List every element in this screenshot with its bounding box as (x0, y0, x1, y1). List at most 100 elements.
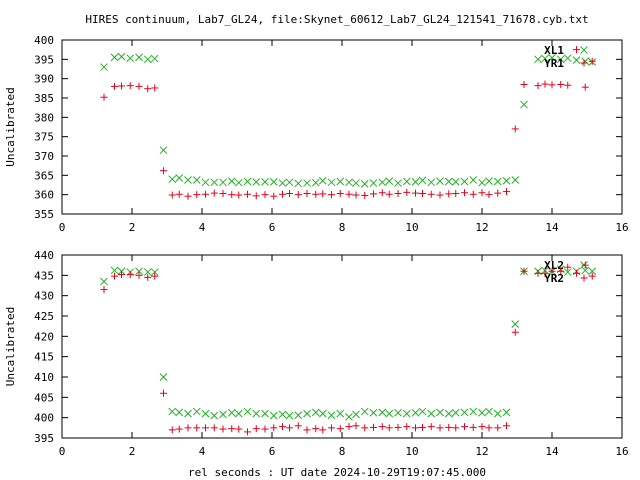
data-point (219, 178, 227, 187)
data-point (345, 423, 353, 431)
data-point (369, 179, 378, 187)
data-point (385, 424, 393, 432)
data-point (394, 190, 402, 198)
data-point (436, 408, 444, 417)
x-tick-label: 4 (199, 221, 206, 234)
y-tick-label: 370 (34, 150, 54, 163)
data-point (452, 190, 460, 198)
x-tick-label: 8 (339, 445, 346, 458)
data-point (201, 409, 210, 418)
data-point (402, 177, 411, 186)
data-point (252, 425, 260, 433)
data-point (168, 191, 176, 199)
data-point (279, 423, 286, 431)
x-tick-label: 8 (339, 221, 346, 234)
data-point (234, 409, 243, 418)
data-point (445, 423, 453, 431)
data-point (311, 178, 320, 187)
data-point (581, 57, 590, 66)
data-point (175, 425, 183, 433)
y-tick-label: 415 (34, 351, 54, 364)
data-point (168, 175, 177, 184)
data-point (210, 411, 219, 420)
data-point (278, 410, 287, 419)
data-point (394, 179, 402, 187)
y-tick-label: 375 (34, 131, 54, 144)
data-point (534, 55, 542, 64)
data-point (412, 189, 419, 197)
x-tick-label: 16 (615, 445, 628, 458)
y-tick-label: 380 (34, 111, 54, 124)
data-point (184, 424, 192, 432)
x-tick-label: 0 (59, 445, 66, 458)
data-point (117, 52, 126, 61)
data-point (418, 407, 427, 416)
y-tick-label: 400 (34, 34, 54, 47)
data-point (235, 425, 243, 433)
data-point (534, 269, 542, 277)
x-tick-label: 6 (269, 221, 276, 234)
x-tick-label: 2 (129, 445, 136, 458)
data-point (478, 189, 486, 197)
data-point (100, 93, 108, 101)
data-point (588, 272, 596, 280)
y-tick-label: 410 (34, 371, 54, 384)
data-point (451, 178, 460, 186)
data-point (168, 426, 176, 434)
data-point (581, 261, 589, 269)
data-point (451, 408, 460, 417)
upper-panel: 0 2 4 6 8 10 12 14 16 355 360 365 370 375 380 385 390 395… (4, 34, 629, 234)
data-point (151, 84, 159, 92)
data-point (520, 80, 528, 88)
data-point (202, 424, 209, 432)
data-point (193, 424, 201, 432)
data-point (184, 409, 192, 418)
data-point (419, 190, 426, 198)
data-point (352, 179, 360, 187)
data-point (402, 409, 411, 418)
y-tick-label: 420 (34, 330, 54, 343)
data-point (485, 177, 493, 185)
data-point (557, 80, 565, 88)
data-point (403, 423, 411, 431)
data-point (563, 54, 572, 63)
data-point (261, 178, 269, 186)
data-point (252, 178, 261, 186)
data-point (111, 82, 118, 90)
data-point (294, 411, 303, 420)
data-point (444, 409, 453, 418)
data-point (478, 408, 486, 417)
data-point (175, 190, 183, 198)
data-point (135, 53, 143, 62)
legend-marker (580, 274, 588, 282)
data-point (581, 83, 589, 91)
data-point (494, 424, 502, 432)
y-tick-label: 440 (34, 249, 54, 262)
data-point (294, 422, 302, 430)
data-point (159, 373, 168, 381)
data-point (418, 176, 427, 185)
x-tick-label: 10 (405, 221, 418, 234)
data-point (126, 54, 135, 63)
y-tick-label: 395 (34, 432, 54, 445)
y-tick-label: 430 (34, 290, 54, 303)
data-point (588, 267, 597, 276)
y-tick-label: 435 (34, 269, 54, 282)
series-xl2 (100, 265, 597, 421)
data-point (394, 423, 402, 431)
x-tick-label: 2 (129, 221, 136, 234)
data-point (234, 178, 243, 187)
data-point (411, 178, 420, 186)
data-point (548, 267, 556, 275)
data-point (135, 82, 143, 90)
data-point (427, 409, 436, 418)
x-tick-label: 16 (615, 221, 628, 234)
data-point (243, 407, 252, 416)
data-point (160, 389, 167, 397)
series-xl1 (100, 52, 597, 188)
data-point (135, 267, 143, 276)
data-point (184, 192, 192, 200)
data-point (494, 189, 502, 197)
data-point (318, 176, 327, 185)
